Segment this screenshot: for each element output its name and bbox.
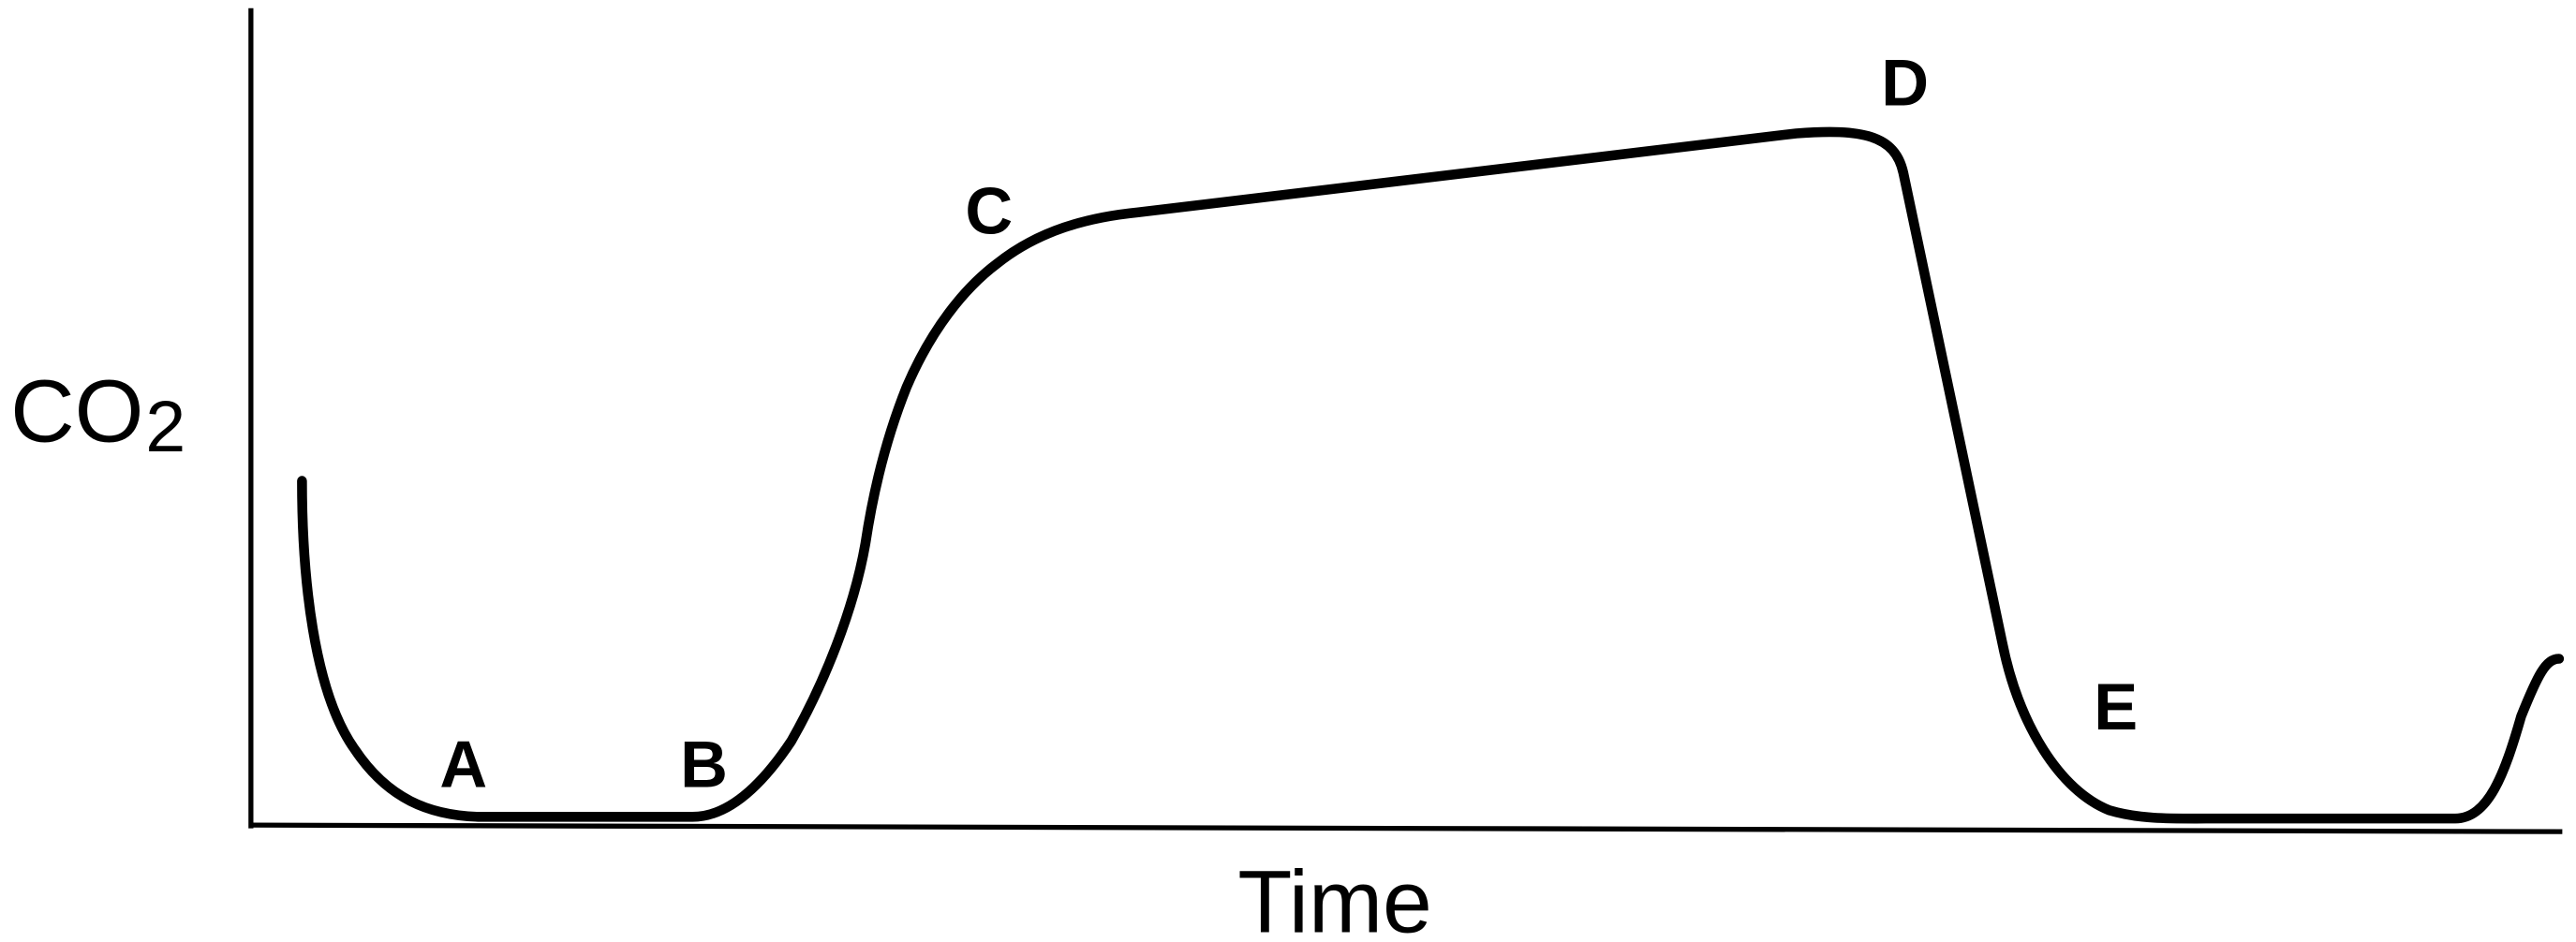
co2-curve	[297, 126, 2565, 824]
y-axis-label: CO	[10, 361, 143, 461]
x-axis-label: Time	[1237, 852, 1432, 942]
point-label: D	[1881, 46, 1929, 120]
x-axis	[250, 822, 2563, 834]
point-label: A	[439, 728, 487, 802]
y-axis-label-subscript: 2	[145, 387, 185, 467]
point-label: C	[965, 174, 1013, 248]
point-label: B	[680, 728, 728, 802]
point-label: E	[2094, 670, 2138, 743]
